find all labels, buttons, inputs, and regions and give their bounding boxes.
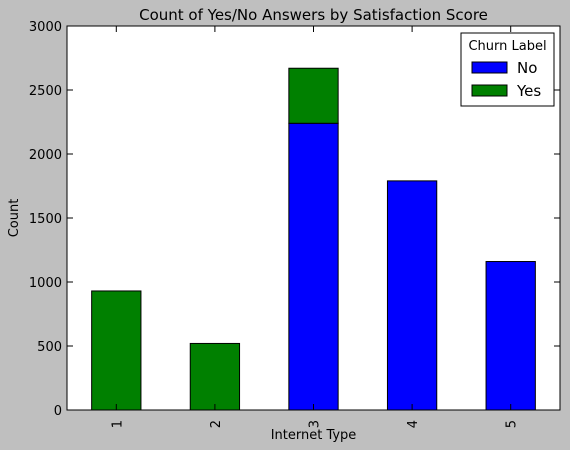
legend-title: Churn Label: [468, 39, 546, 54]
x-tick-label: 5: [505, 420, 520, 428]
bar-no-4: [386, 180, 438, 411]
x-tick-label: 4: [406, 420, 421, 428]
bar-no-3: [288, 122, 339, 411]
x-tick-label: 1: [110, 420, 125, 428]
bar-no-5: [485, 261, 536, 411]
legend-label-no: No: [517, 59, 537, 77]
legend-swatch-yes: [471, 84, 508, 97]
y-axis-label: Count: [7, 199, 22, 238]
y-tick-label: 1000: [29, 276, 62, 291]
y-axis: 0 500 1000 1500 2000 2500 3000: [29, 20, 560, 419]
legend-label-yes: Yes: [516, 82, 541, 100]
x-axis-label: Internet Type: [271, 428, 357, 443]
y-tick-label: 2500: [29, 84, 62, 99]
legend: Churn Label No Yes: [460, 32, 555, 107]
x-tick-label: 3: [308, 420, 323, 428]
bar-yes-3: [288, 67, 339, 124]
y-tick-label: 2000: [29, 148, 62, 163]
chart-title: Count of Yes/No Answers by Satisfaction …: [139, 6, 488, 24]
y-tick-label: 1500: [29, 212, 62, 227]
plot-frame: [66, 25, 561, 411]
bar-yes-1: [91, 290, 142, 411]
legend-swatch-no: [471, 61, 508, 74]
y-tick-label: 3000: [29, 20, 62, 35]
x-axis: 1 2 3 4 5: [110, 26, 520, 428]
bar-yes-2: [189, 342, 241, 411]
x-tick-label: 2: [209, 420, 224, 428]
y-tick-label: 500: [37, 340, 62, 355]
bars-layer: [91, 67, 536, 411]
y-tick-label: 0: [54, 404, 62, 419]
